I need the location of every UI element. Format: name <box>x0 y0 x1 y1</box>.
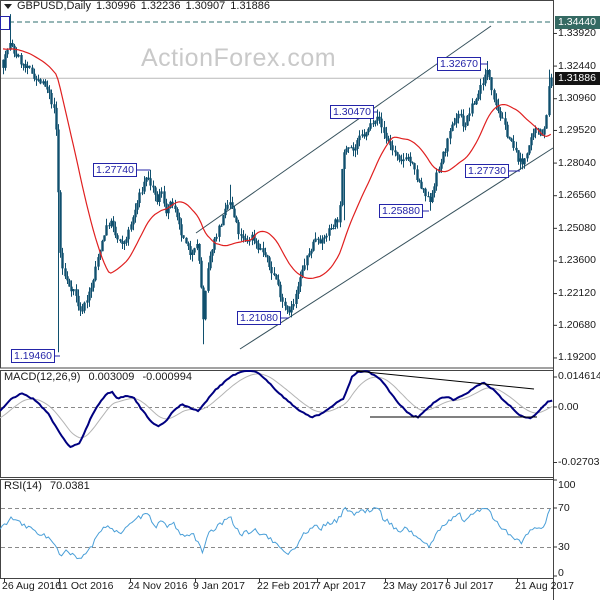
price-callout[interactable]: 1.27740 <box>93 163 137 177</box>
price-callout[interactable]: 1.21080 <box>237 311 281 325</box>
ohlc-low: 1.30907 <box>185 0 226 12</box>
ohlc-high: 1.32236 <box>140 0 181 12</box>
watermark: ActionForex.com <box>141 44 337 72</box>
macd-name: MACD(12,26,9) <box>4 371 81 383</box>
ohlc-close: 1.31886 <box>230 0 271 12</box>
moving-average-line[interactable] <box>2 48 552 279</box>
macd-panel-frame <box>0 370 554 478</box>
level-anchor-box[interactable] <box>0 16 10 30</box>
price-callout[interactable]: 1.25880 <box>379 204 423 218</box>
rsi-panel-frame <box>0 479 554 579</box>
ohlc-open: 1.30996 <box>95 0 136 12</box>
rsi-name: RSI(14) <box>4 480 42 492</box>
price-callout[interactable]: 1.30470 <box>330 105 374 119</box>
chart-title-bar: GBPUSD,Daily 1.30996 1.32236 1.30907 1.3… <box>4 0 271 12</box>
price-callout[interactable]: 1.27730 <box>465 164 509 178</box>
macd-signal-line[interactable] <box>0 373 553 439</box>
macd-value: 0.003009 <box>88 371 135 383</box>
price-bars-bodies <box>2 43 553 320</box>
macd-trendline-1[interactable] <box>355 370 535 390</box>
macd-main-line[interactable] <box>0 370 553 449</box>
macd-signal-value: -0.000994 <box>142 371 192 383</box>
price-trendline-2[interactable] <box>239 147 554 350</box>
macd-indicator-label: MACD(12,26,9) 0.003009 -0.000994 <box>4 371 192 383</box>
rsi-indicator-label: RSI(14) 70.0381 <box>4 480 90 492</box>
rsi-line[interactable] <box>0 506 551 560</box>
rsi-value: 70.0381 <box>49 480 90 492</box>
symbol-timeframe-label: GBPUSD,Daily <box>17 0 91 12</box>
symbol-dropdown-icon[interactable] <box>4 3 12 9</box>
price-callout[interactable]: 1.19460 <box>11 349 55 363</box>
price-callout[interactable]: 1.32670 <box>437 57 481 71</box>
